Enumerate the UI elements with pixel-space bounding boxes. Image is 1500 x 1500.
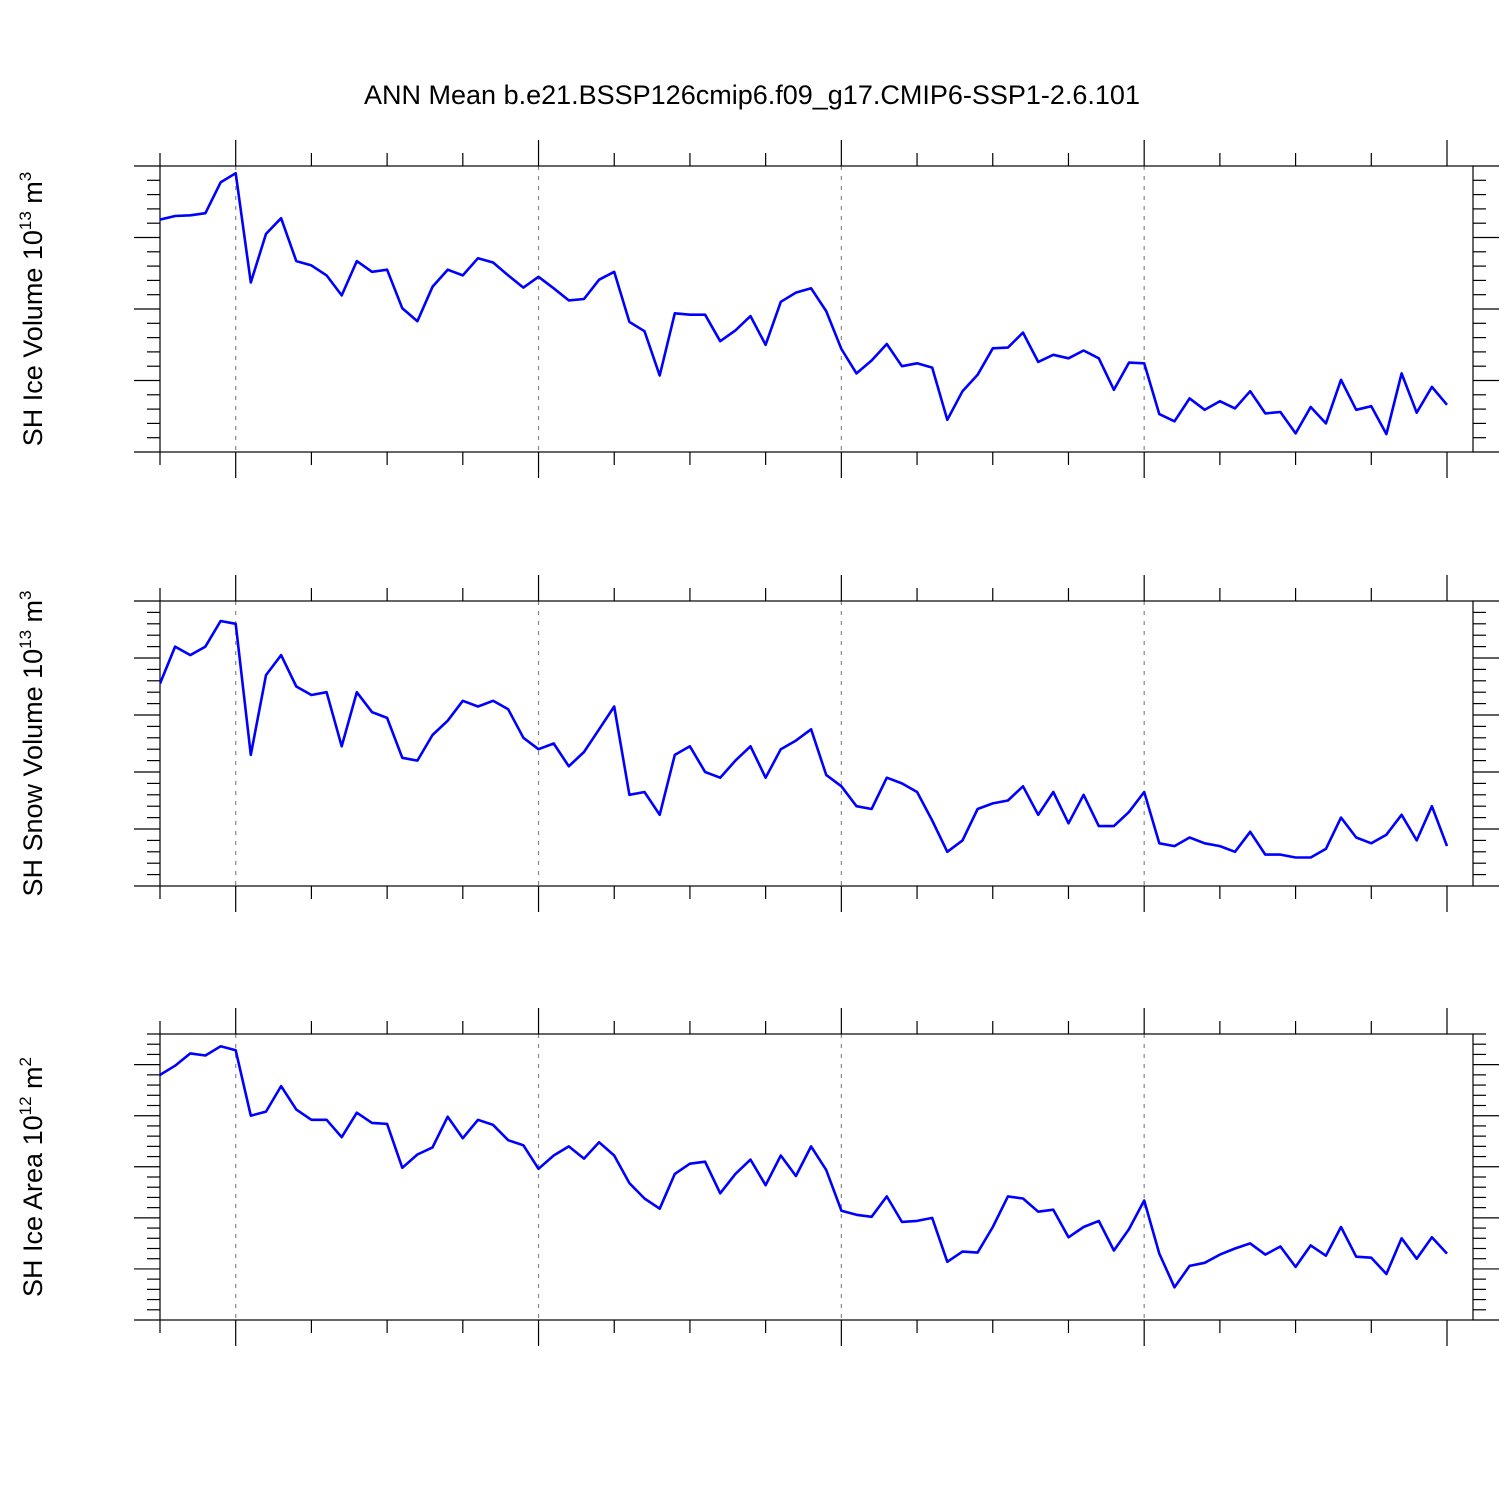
- y-axis-title-ylabel: SH Snow Volume 10: [18, 649, 48, 897]
- y-axis-title-ylabel-unit-sup: 2: [16, 1057, 35, 1066]
- panel-1: SH Ice Volume 1013 m3: [16, 140, 1499, 478]
- y-axis-title-ylabel-unit: m: [18, 1066, 48, 1096]
- y-axis-title-ylabel-unit-sup: 3: [16, 172, 35, 181]
- chart-title: ANN Mean b.e21.BSSP126cmip6.f09_g17.CMIP…: [364, 80, 1140, 110]
- plot-frame: [159, 1033, 1474, 1321]
- series-line: [160, 1045, 1448, 1289]
- y-axis-title-ylabel-unit: m: [18, 600, 48, 630]
- y-axis-title: SH Ice Volume 1013 m3: [16, 172, 48, 447]
- y-axis-title-ylabel-sup: 13: [16, 630, 35, 649]
- y-axis-title-ylabel-sup: 12: [16, 1096, 35, 1115]
- y-axis-title-ylabel-unit-sup: 3: [16, 590, 35, 599]
- y-axis-title-ylabel-unit: m: [18, 181, 48, 211]
- y-axis-title: SH Snow Volume 1013 m3: [16, 590, 48, 896]
- y-axis-title-ylabel: SH Ice Volume 10: [18, 230, 48, 446]
- series-line: [160, 171, 1448, 436]
- panel-3: SH Ice Area 1012 m2: [16, 1008, 1499, 1346]
- plot-frame: [159, 165, 1474, 453]
- series-line: [160, 619, 1449, 859]
- plot-frame: [159, 600, 1474, 887]
- y-axis-title: SH Ice Area 1012 m2: [16, 1057, 48, 1297]
- y-axis-title-ylabel-sup: 13: [16, 211, 35, 230]
- panel-2: SH Snow Volume 1013 m3: [16, 575, 1499, 912]
- y-axis-title-ylabel: SH Ice Area 10: [18, 1115, 48, 1297]
